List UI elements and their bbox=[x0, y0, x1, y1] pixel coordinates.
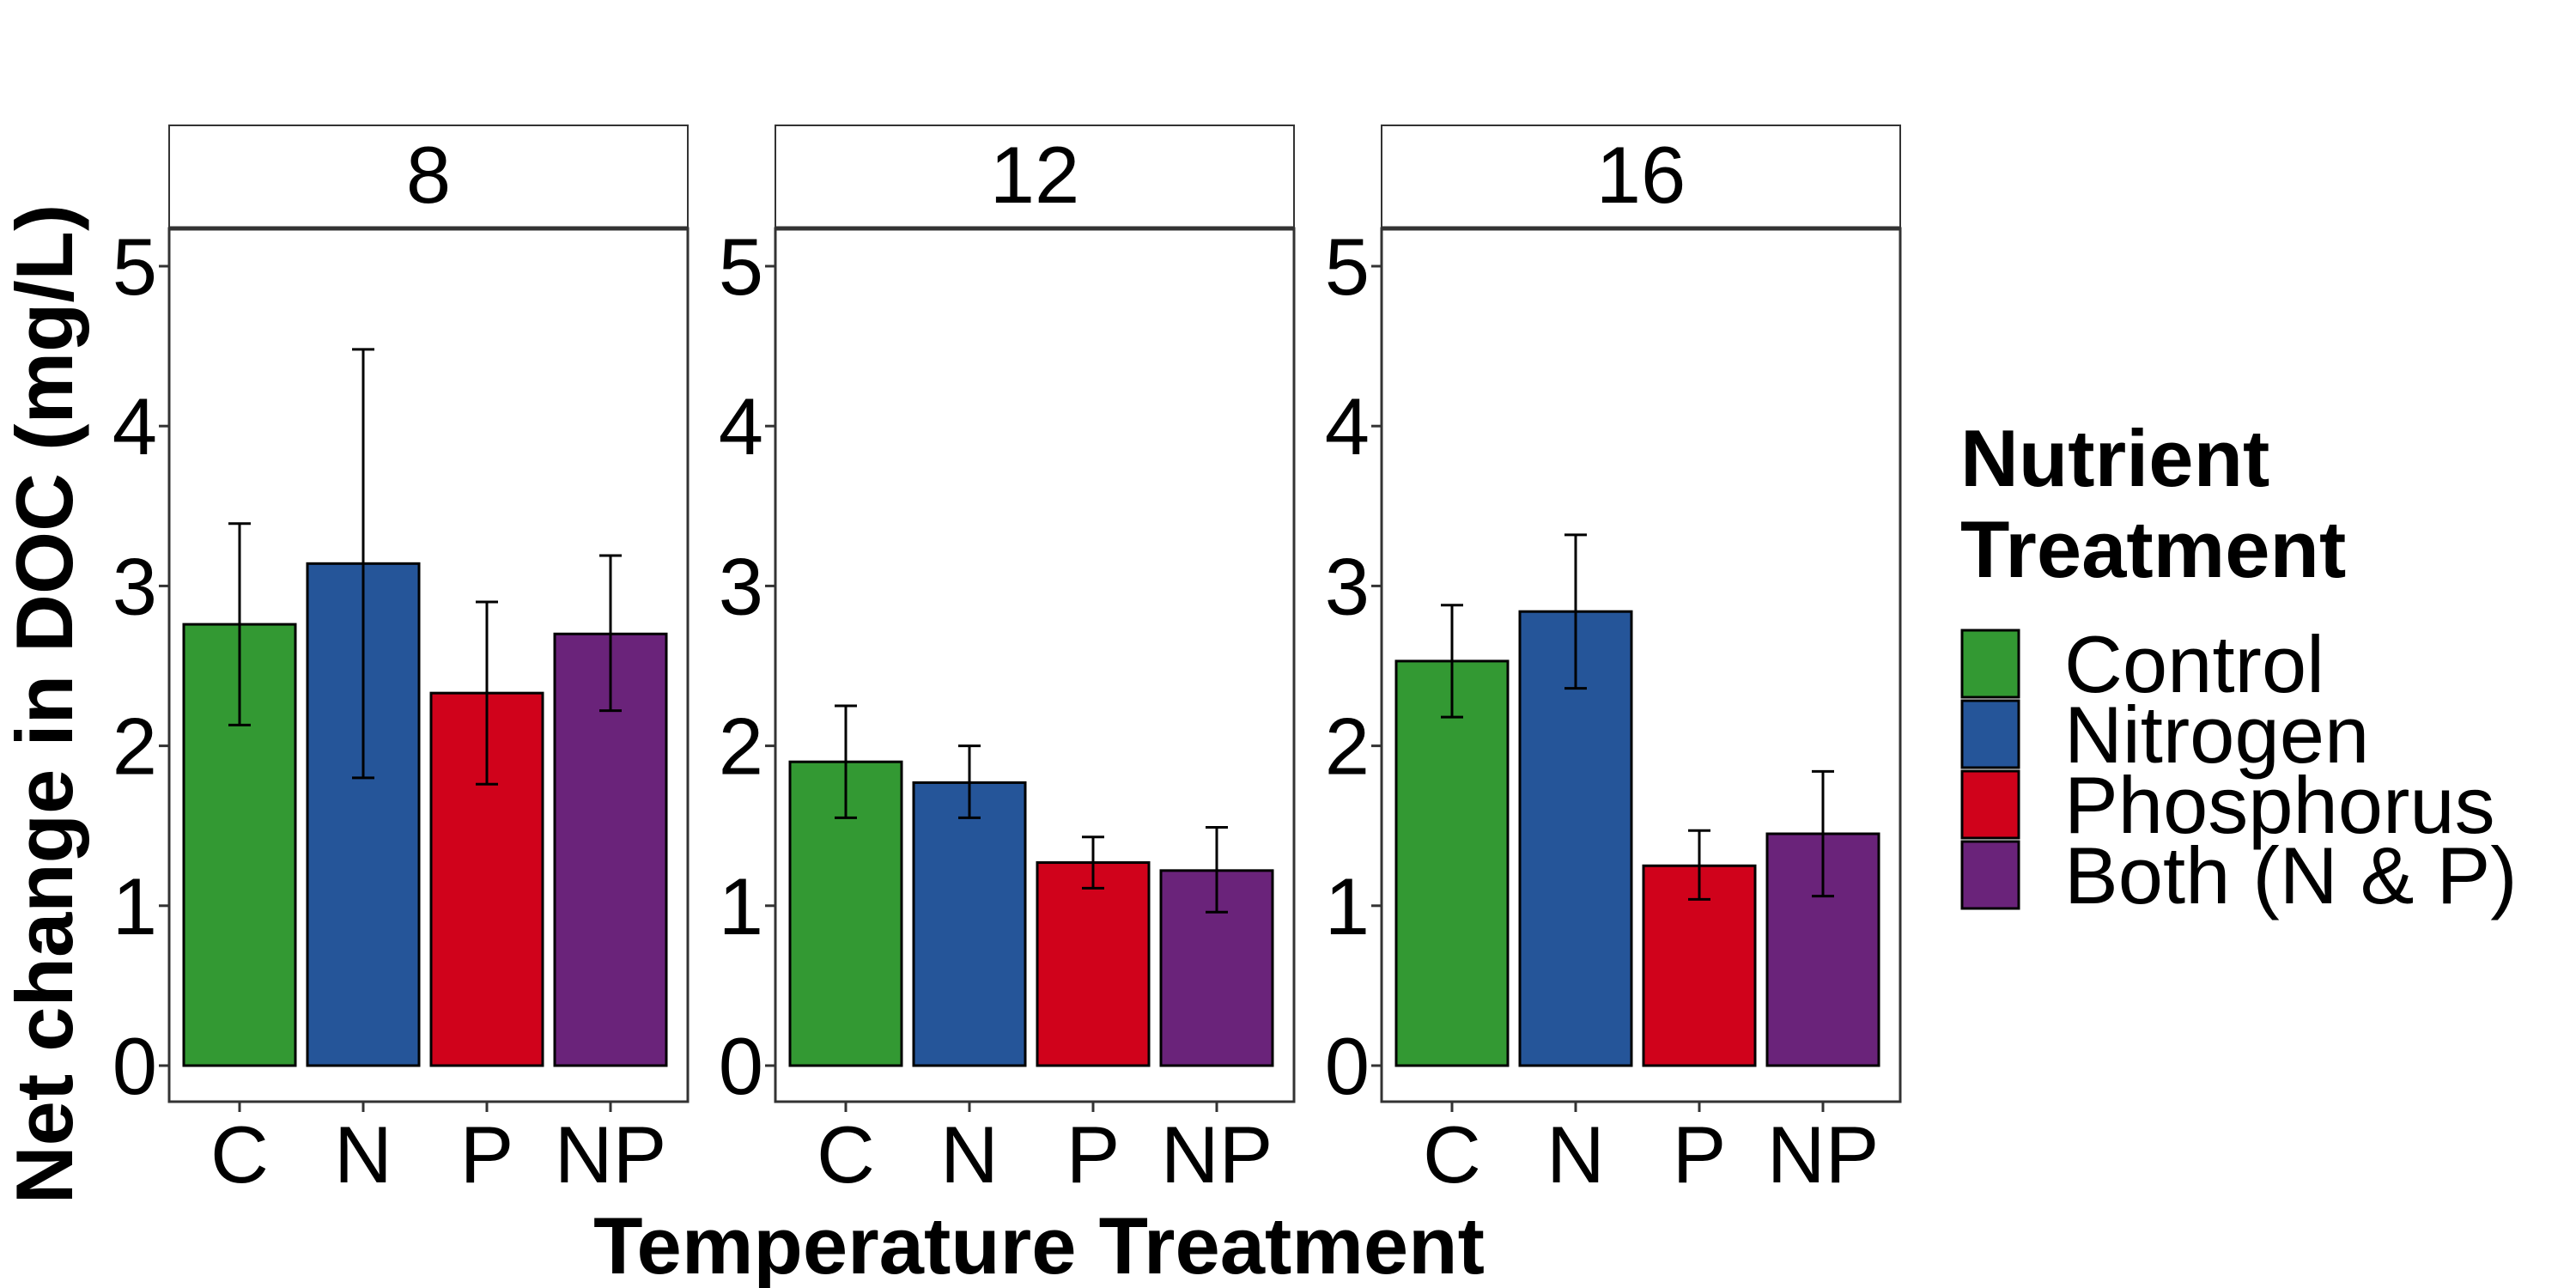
y-axis-title: Net change in DOC (mg/L) bbox=[0, 204, 89, 1205]
y-tick-label: 4 bbox=[719, 381, 763, 471]
panel-border bbox=[774, 227, 1296, 1103]
y-tick-label: 3 bbox=[1325, 541, 1370, 631]
x-tick-label: NP bbox=[555, 1109, 667, 1200]
legend-entry: Both (N & P) bbox=[2064, 830, 2518, 920]
legend-title-line: Nutrient bbox=[1960, 413, 2269, 503]
y-tick-label: 1 bbox=[719, 861, 763, 951]
x-tick-label: C bbox=[817, 1109, 875, 1200]
x-axis-title: Temperature Treatment bbox=[593, 1200, 1485, 1288]
facet-label: 16 bbox=[1596, 130, 1686, 220]
y-tick-label: 0 bbox=[112, 1021, 157, 1111]
facet-strip bbox=[168, 125, 689, 229]
legend-key bbox=[1960, 699, 2020, 769]
legend-title-line: Treatment bbox=[1960, 504, 2346, 594]
facet-label: 8 bbox=[406, 130, 451, 220]
facet-label: 12 bbox=[990, 130, 1080, 220]
bar bbox=[912, 781, 1027, 1067]
y-tick-label: 5 bbox=[719, 222, 763, 312]
bar bbox=[1036, 861, 1151, 1067]
facet-strip bbox=[775, 125, 1295, 229]
y-tick-label: 5 bbox=[112, 222, 157, 312]
x-tick-label: NP bbox=[1161, 1109, 1273, 1200]
x-tick-label: C bbox=[1423, 1109, 1481, 1200]
bar bbox=[1394, 659, 1510, 1067]
legend-key bbox=[1960, 769, 2020, 840]
y-tick-label: 2 bbox=[112, 702, 157, 792]
x-tick-label: N bbox=[940, 1109, 999, 1200]
x-tick-label: N bbox=[334, 1109, 392, 1200]
y-tick-label: 4 bbox=[112, 381, 157, 471]
legend-entry: Phosphorus bbox=[2064, 760, 2495, 850]
y-tick-label: 5 bbox=[1325, 222, 1370, 312]
panel-border bbox=[167, 227, 690, 1103]
x-tick-label: N bbox=[1546, 1109, 1605, 1200]
x-tick-label: P bbox=[460, 1109, 514, 1200]
x-tick-label: C bbox=[210, 1109, 269, 1200]
y-tick-label: 3 bbox=[112, 541, 157, 631]
y-tick-label: 0 bbox=[719, 1021, 763, 1111]
legend-entry: Control bbox=[2064, 619, 2324, 709]
legend-key bbox=[1960, 840, 2020, 910]
x-tick-label: P bbox=[1673, 1109, 1727, 1200]
y-tick-label: 0 bbox=[1325, 1021, 1370, 1111]
y-tick-label: 2 bbox=[1325, 702, 1370, 792]
legend-entry: Nitrogen bbox=[2064, 690, 2369, 780]
legend-key bbox=[1960, 629, 2020, 699]
y-tick-label: 4 bbox=[1325, 381, 1370, 471]
y-tick-label: 2 bbox=[719, 702, 763, 792]
y-tick-label: 3 bbox=[719, 541, 763, 631]
x-tick-label: NP bbox=[1767, 1109, 1880, 1200]
y-tick-label: 1 bbox=[1325, 861, 1370, 951]
x-tick-label: P bbox=[1066, 1109, 1121, 1200]
panel-border bbox=[1380, 227, 1902, 1103]
y-tick-label: 1 bbox=[112, 861, 157, 951]
